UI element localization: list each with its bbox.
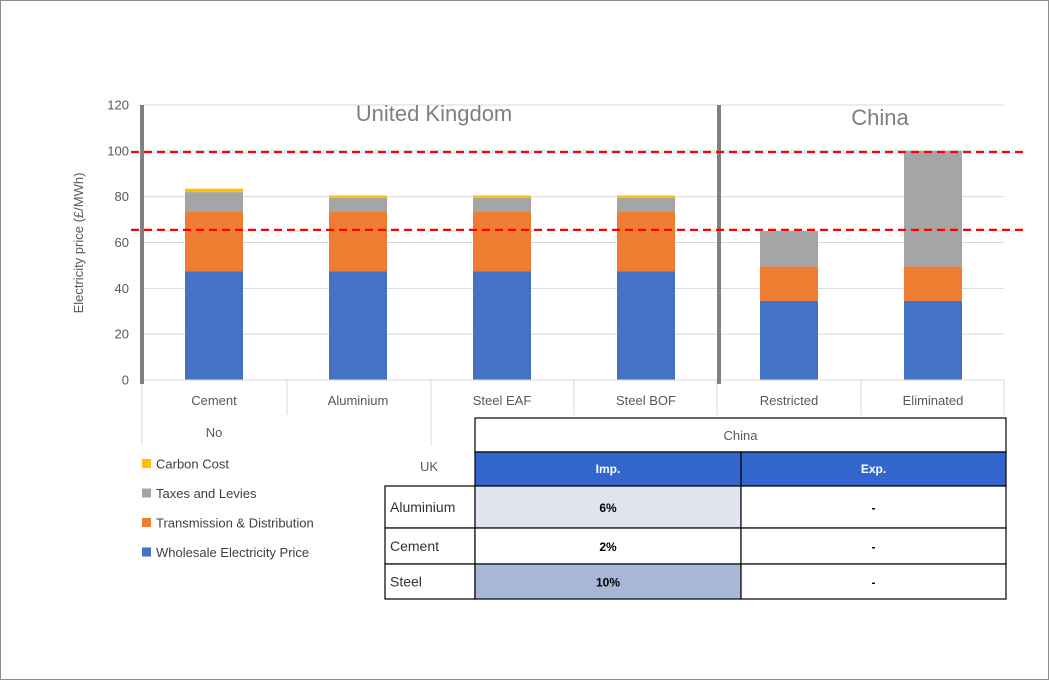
legend-label-wholesale-electricity-price: Wholesale Electricity Price bbox=[156, 545, 309, 560]
legend-label-transmission-distribution: Transmission & Distribution bbox=[156, 516, 314, 531]
table-cell-value: 2% bbox=[599, 540, 617, 554]
bar-steel-bof-taxes-and-levies bbox=[617, 197, 675, 212]
bar-steel-eaf-transmission-distribution bbox=[473, 211, 531, 272]
bar-aluminium-carbon-cost bbox=[329, 195, 387, 198]
table-column-header-cell bbox=[740, 451, 1007, 487]
x-tick-label: Eliminated bbox=[903, 393, 964, 408]
table-group-header-cell bbox=[474, 417, 1007, 453]
y-tick-label: 100 bbox=[107, 143, 129, 158]
table-cell-value: - bbox=[872, 501, 876, 515]
region-title-united-kingdom: United Kingdom bbox=[356, 101, 513, 126]
y-tick-label: 40 bbox=[115, 281, 129, 296]
reference-lines bbox=[131, 150, 1023, 231]
bar-steel-bof-carbon-cost bbox=[617, 195, 675, 198]
bar-restricted-taxes-and-levies bbox=[760, 231, 818, 267]
table-cell bbox=[740, 563, 1007, 600]
table-cell bbox=[474, 485, 742, 529]
bar-aluminium-transmission-distribution bbox=[329, 211, 387, 272]
y-tick-label: 20 bbox=[115, 327, 129, 342]
table-cell-value: 6% bbox=[599, 501, 617, 515]
y-tick-label: 80 bbox=[115, 189, 129, 204]
gridlines bbox=[142, 104, 1004, 335]
bar-cement-taxes-and-levies bbox=[185, 192, 243, 212]
table-row-label-cell bbox=[384, 563, 476, 600]
legend-swatch-wholesale-electricity-price bbox=[142, 547, 151, 557]
region-title-china: China bbox=[851, 105, 909, 130]
bar-aluminium-taxes-and-levies bbox=[329, 197, 387, 212]
legend-swatch-taxes-and-levies bbox=[142, 488, 151, 498]
legend-swatch-transmission-distribution bbox=[142, 518, 151, 527]
table-cell bbox=[740, 527, 1007, 565]
bar-cement-wholesale-electricity-price bbox=[185, 271, 243, 380]
y-axis-label: Electricity price (£/MWh) bbox=[71, 173, 86, 314]
bar-steel-eaf-carbon-cost bbox=[473, 195, 531, 198]
table-row-label: Cement bbox=[390, 538, 439, 554]
legend-label-taxes-and-levies: Taxes and Levies bbox=[156, 486, 257, 501]
bar-cement-carbon-cost bbox=[185, 188, 243, 193]
bar-restricted-wholesale-electricity-price bbox=[760, 300, 818, 380]
table-cell-value: - bbox=[872, 540, 876, 554]
bar-eliminated-wholesale-electricity-price bbox=[904, 300, 962, 380]
x-subgroup-label: No bbox=[206, 425, 223, 440]
data-table: China Imp. Exp. UK Aluminium 6% - Cement 2% - Stee… bbox=[384, 417, 1007, 600]
bars bbox=[185, 150, 962, 380]
x-tick-label: Restricted bbox=[760, 393, 819, 408]
table-group-header: China bbox=[724, 428, 759, 443]
x-tick-label: Steel EAF bbox=[473, 393, 532, 408]
x-tick-label: Cement bbox=[191, 393, 237, 408]
table-row-label: Aluminium bbox=[390, 499, 455, 515]
x-tick-label: Aluminium bbox=[328, 393, 389, 408]
y-tick-label: 0 bbox=[122, 373, 129, 388]
legend-swatch-carbon-cost bbox=[142, 459, 151, 468]
bar-steel-bof-transmission-distribution bbox=[617, 211, 675, 272]
x-tick-label: Steel BOF bbox=[616, 393, 676, 408]
axes bbox=[140, 105, 1005, 445]
y-tick-label: 60 bbox=[115, 235, 129, 250]
y-tick-label: 120 bbox=[107, 98, 129, 113]
table-row-header-label: UK bbox=[420, 459, 438, 474]
table-column-header: Imp. bbox=[596, 462, 621, 476]
table-cell-value: - bbox=[872, 576, 876, 590]
bar-restricted-transmission-distribution bbox=[760, 266, 818, 301]
bar-aluminium-wholesale-electricity-price bbox=[329, 271, 387, 380]
legend: Carbon Cost Taxes and Levies Transmission … bbox=[142, 457, 314, 560]
table-cell bbox=[474, 563, 742, 600]
bar-cement-transmission-distribution bbox=[185, 211, 243, 272]
table-cell bbox=[740, 485, 1007, 529]
bar-steel-eaf-taxes-and-levies bbox=[473, 197, 531, 212]
table-column-header: Exp. bbox=[861, 462, 886, 476]
table-cell-value: 10% bbox=[596, 576, 620, 590]
bar-eliminated-transmission-distribution bbox=[904, 266, 962, 301]
bar-steel-eaf-wholesale-electricity-price bbox=[473, 271, 531, 380]
table-cell bbox=[474, 527, 742, 565]
legend-label-carbon-cost: Carbon Cost bbox=[156, 457, 229, 472]
bar-eliminated-taxes-and-levies bbox=[904, 150, 962, 267]
table-row-label: Steel bbox=[390, 574, 422, 590]
table-row-label-cell bbox=[384, 527, 476, 565]
bar-steel-bof-wholesale-electricity-price bbox=[617, 271, 675, 380]
labels: 0 20 40 60 80 100 120 Cement Aluminium Steel EAF S… bbox=[71, 98, 963, 441]
